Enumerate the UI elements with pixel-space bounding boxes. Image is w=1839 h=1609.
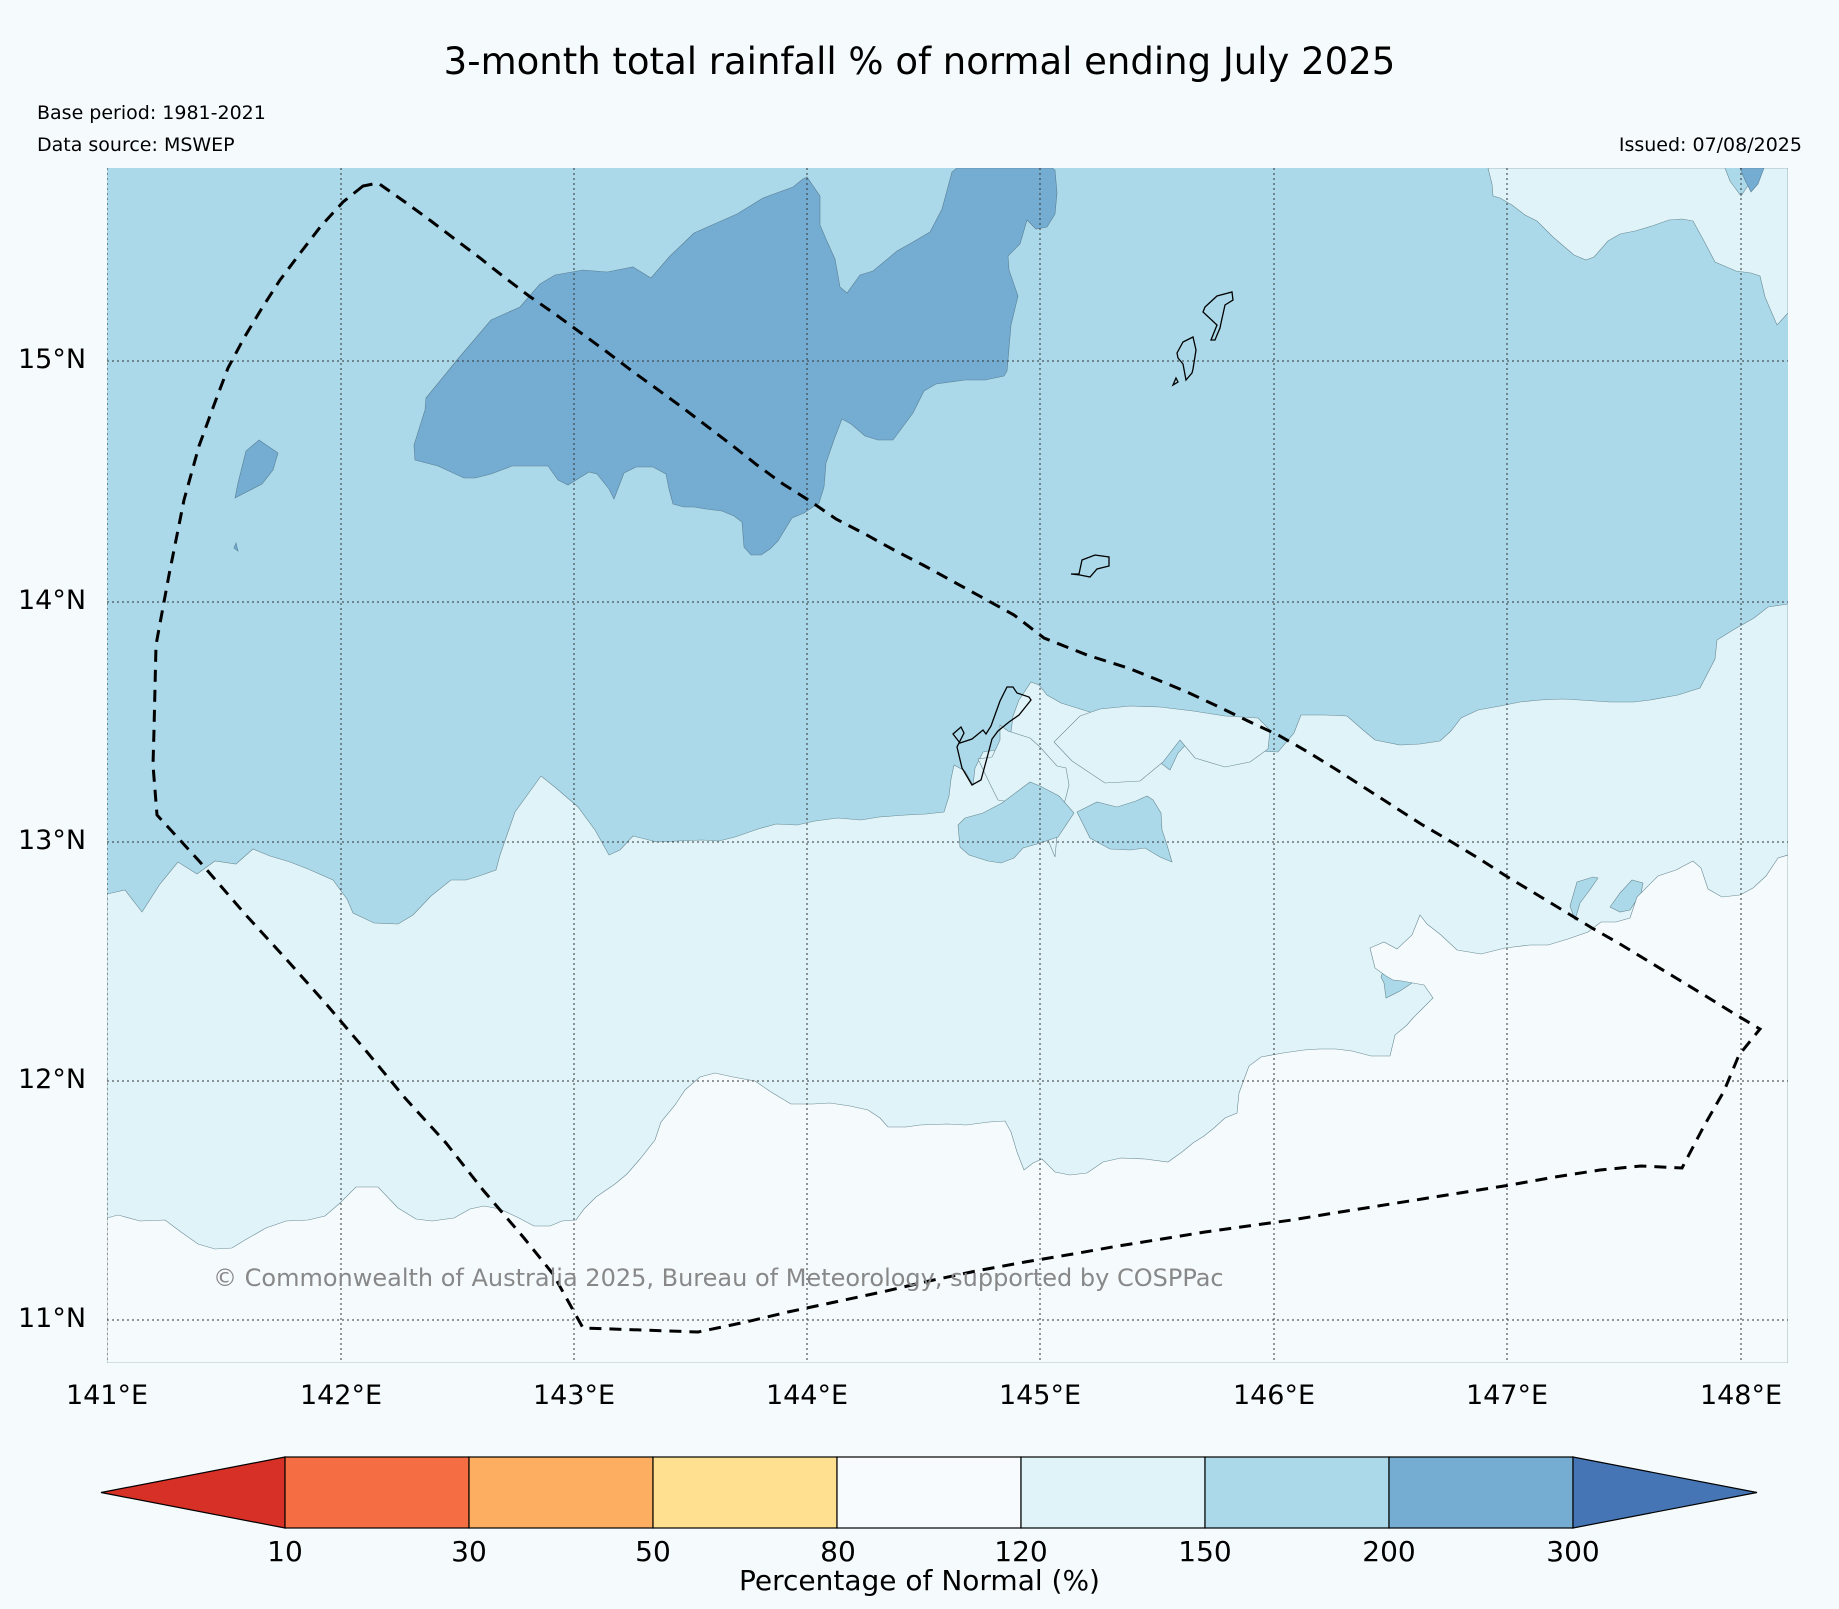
region-200-300 [413,168,1058,556]
lon-label-143e: 143°E [532,1380,616,1411]
colorbar-tick-150: 150 [1178,1535,1232,1568]
region-120-150-patch-b [1053,705,1271,784]
colorbar-arrow-high [1572,1456,1758,1529]
island-guam [952,686,1032,786]
boundary-dashed [151,181,1763,1334]
colorbar-tick-120: 120 [994,1535,1048,1568]
lat-label-12n: 12°N [18,1064,87,1095]
lon-label-144e: 144°E [765,1380,849,1411]
island-anatahan [1202,291,1234,341]
base-period-text: Base period: 1981-2021 [37,102,266,124]
island-tinian [1171,376,1179,387]
region-120-150-top-right [1487,168,1788,326]
colorbar-tick-80: 80 [820,1535,856,1568]
colorbar-tick-300: 300 [1546,1535,1600,1568]
lat-label-15n: 15°N [18,344,87,375]
colorbar-segment-4 [836,1456,1022,1529]
island-outlines [952,291,1234,786]
colorbar-tick-10: 10 [267,1535,303,1568]
lon-label-146e: 146°E [1232,1380,1316,1411]
copyright-text: © Commonwealth of Australia 2025, Bureau… [213,1264,1224,1292]
colorbar-tick-50: 50 [635,1535,671,1568]
lon-label-141e: 141°E [65,1380,149,1411]
region-150-200-patch-b [1076,795,1173,863]
colorbar-tick-30: 30 [451,1535,487,1568]
lon-label-148e: 148°E [1699,1380,1783,1411]
colorbar-segment-7 [1388,1456,1574,1529]
colorbar-segments [100,1456,1758,1529]
region-200-300-patch-west [234,439,279,499]
lon-label-147e: 147°E [1465,1380,1549,1411]
region-150-200-patch-f [1609,879,1644,913]
region-80-120 [107,854,1788,1363]
lat-label-13n: 13°N [18,825,87,856]
map-title: 3-month total rainfall % of normal endin… [443,40,1396,83]
region-200-300-top-right [1739,168,1765,193]
colorbar-segment-6 [1204,1456,1390,1529]
data-source-text: Data source: MSWEP [37,134,235,156]
lon-label-142e: 142°E [299,1380,383,1411]
colorbar-segment-3 [652,1456,838,1529]
colorbar-arrow-low [100,1456,286,1529]
island-saipan [1176,336,1197,382]
issued-date-text: Issued: 07/08/2025 [1618,134,1802,156]
colorbar-segment-1 [284,1456,470,1529]
colorbar-segment-5 [1020,1456,1206,1529]
region-150-200-patch-a [957,781,1075,864]
gridlines [107,168,1788,1363]
lon-label-145e: 145°E [998,1380,1082,1411]
colorbar-title: Percentage of Normal (%) [739,1564,1100,1597]
island-rota [1070,554,1110,578]
lat-label-14n: 14°N [18,585,87,616]
colorbar-segment-2 [468,1456,654,1529]
lat-label-11n: 11°N [18,1303,87,1334]
colorbar-tick-200: 200 [1362,1535,1416,1568]
region-200-300-dot [233,542,239,552]
